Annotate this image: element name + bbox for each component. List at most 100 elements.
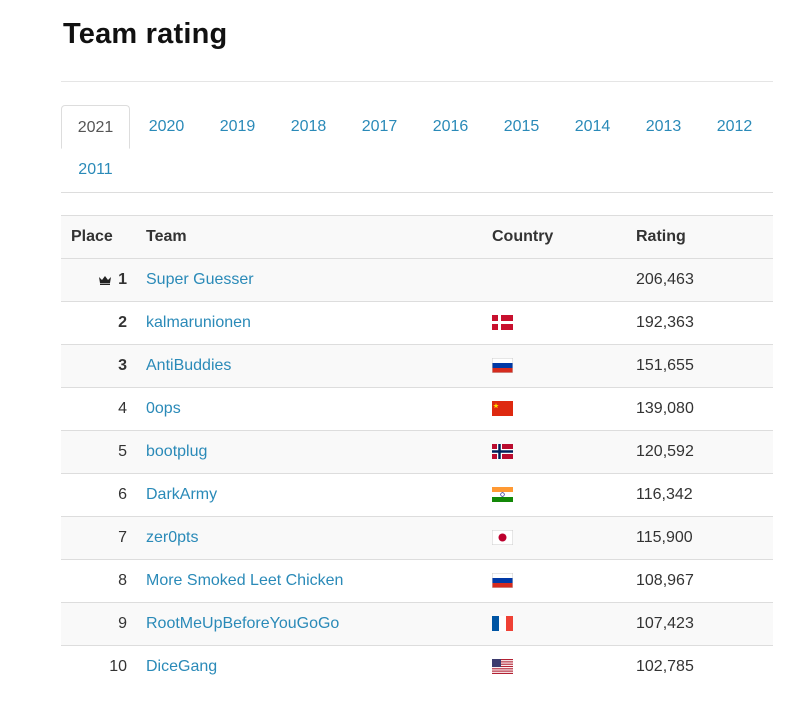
country-cell (492, 430, 636, 474)
team-cell: RootMeUpBeforeYouGoGo (137, 602, 492, 646)
header-country: Country (492, 215, 636, 259)
rating-cell: 115,900 (636, 516, 773, 560)
place-value: 10 (109, 658, 127, 675)
place-cell: 5 (61, 430, 137, 474)
russia-flag-icon (492, 358, 513, 374)
table-row: 1 Super Guesser 206,463 (61, 258, 773, 302)
tab-2014[interactable]: 2014 (574, 118, 611, 135)
tab-2017[interactable]: 2017 (361, 118, 398, 135)
place-cell: 7 (61, 516, 137, 560)
place-cell: 3 (61, 344, 137, 388)
tab-2018[interactable]: 2018 (290, 118, 327, 135)
team-cell: kalmarunionen (137, 301, 492, 345)
tab-2016[interactable]: 2016 (432, 118, 469, 135)
rating-cell: 151,655 (636, 344, 773, 388)
team-cell: AntiBuddies (137, 344, 492, 388)
table-row: 9 RootMeUpBeforeYouGoGo 107,423 (61, 602, 773, 646)
team-link[interactable]: kalmarunionen (146, 314, 251, 331)
team-link[interactable]: More Smoked Leet Chicken (146, 572, 344, 589)
denmark-flag-icon (492, 315, 513, 331)
rating-cell: 108,967 (636, 559, 773, 603)
tab-2012[interactable]: 2012 (716, 118, 753, 135)
place-value: 5 (118, 443, 127, 460)
place-cell: 9 (61, 602, 137, 646)
header-rating: Rating (636, 215, 773, 259)
rating-cell: 102,785 (636, 658, 694, 675)
place-value: 9 (118, 615, 127, 632)
tab-2013[interactable]: 2013 (645, 118, 682, 135)
divider (61, 81, 773, 82)
team-cell: More Smoked Leet Chicken (137, 559, 492, 603)
rating-cell: 116,342 (636, 473, 773, 517)
team-link[interactable]: AntiBuddies (146, 357, 232, 374)
country-cell (492, 258, 636, 302)
place-cell: 10 (61, 646, 137, 689)
table-row: 6 DarkArmy 116,342 (61, 473, 773, 517)
tab-2015[interactable]: 2015 (503, 118, 540, 135)
team-link[interactable]: zer0pts (146, 529, 199, 546)
rating-cell: 206,463 (636, 258, 773, 302)
team-cell: bootplug (137, 430, 492, 474)
table-row: 8 More Smoked Leet Chicken 108,967 (61, 559, 773, 603)
place-value: 8 (118, 572, 127, 589)
team-link[interactable]: DiceGang (146, 658, 218, 675)
team-cell: zer0pts (137, 516, 492, 560)
rating-cell: 120,592 (636, 430, 773, 474)
usa-flag-icon (492, 659, 513, 675)
place-value: 6 (118, 486, 127, 503)
china-flag-icon (492, 401, 513, 417)
header-team: Team (137, 215, 492, 259)
country-cell (492, 516, 636, 560)
tab-2011[interactable]: 2011 (78, 161, 113, 178)
rating-cell: 192,363 (636, 301, 773, 345)
tab-2021[interactable]: 2021 (61, 105, 130, 149)
place-value: 3 (118, 357, 127, 374)
table-row: 4 0ops 139,080 (61, 387, 773, 431)
year-tabs: 2021 2020 2019 2018 2017 2016 2015 2014 … (61, 105, 773, 193)
place-cell: 4 (61, 387, 137, 431)
place-value: 1 (118, 270, 127, 288)
place-cell: 6 (61, 473, 137, 517)
country-cell (492, 301, 636, 345)
country-cell (492, 387, 636, 431)
team-link[interactable]: DarkArmy (146, 486, 218, 503)
team-link[interactable]: bootplug (146, 443, 208, 460)
place-value: 4 (118, 400, 127, 417)
team-link[interactable]: 0ops (146, 400, 181, 417)
team-cell: DarkArmy (137, 473, 492, 517)
table-row: 2 kalmarunionen 192,363 (61, 301, 773, 345)
norway-flag-icon (492, 444, 513, 460)
france-flag-icon (492, 616, 513, 632)
country-cell (492, 559, 636, 603)
team-cell: 0ops (137, 387, 492, 431)
team-cell: Super Guesser (137, 258, 492, 302)
table-row: 5 bootplug 120,592 (61, 430, 773, 474)
place-cell: 8 (61, 559, 137, 603)
place-value: 7 (118, 529, 127, 546)
table-row: 7 zer0pts 115,900 (61, 516, 773, 560)
rating-table: Place Team Country Rating 1 Super Guesser… (61, 215, 773, 688)
team-cell: DiceGang (137, 646, 492, 689)
place-cell: 2 (61, 301, 137, 345)
country-cell (492, 646, 636, 689)
table-row: 3 AntiBuddies 151,655 (61, 344, 773, 388)
place-cell: 1 (61, 258, 137, 302)
tab-2020[interactable]: 2020 (148, 118, 185, 135)
india-flag-icon (492, 487, 513, 503)
header-place: Place (61, 215, 137, 259)
place-value: 2 (118, 314, 127, 331)
russia-flag-icon (492, 573, 513, 589)
country-cell (492, 473, 636, 517)
rating-cell: 139,080 (636, 387, 773, 431)
country-cell (492, 344, 636, 388)
team-link[interactable]: RootMeUpBeforeYouGoGo (146, 615, 340, 632)
table-row: 10 DiceGang 102,785 (61, 646, 773, 689)
table-header-row: Place Team Country Rating (61, 215, 773, 259)
crown-icon (98, 272, 112, 290)
page-title: Team rating (63, 18, 228, 50)
tab-2019[interactable]: 2019 (219, 118, 256, 135)
rating-cell: 107,423 (636, 602, 773, 646)
team-link[interactable]: Super Guesser (146, 271, 254, 288)
japan-flag-icon (492, 530, 513, 546)
country-cell (492, 602, 636, 646)
